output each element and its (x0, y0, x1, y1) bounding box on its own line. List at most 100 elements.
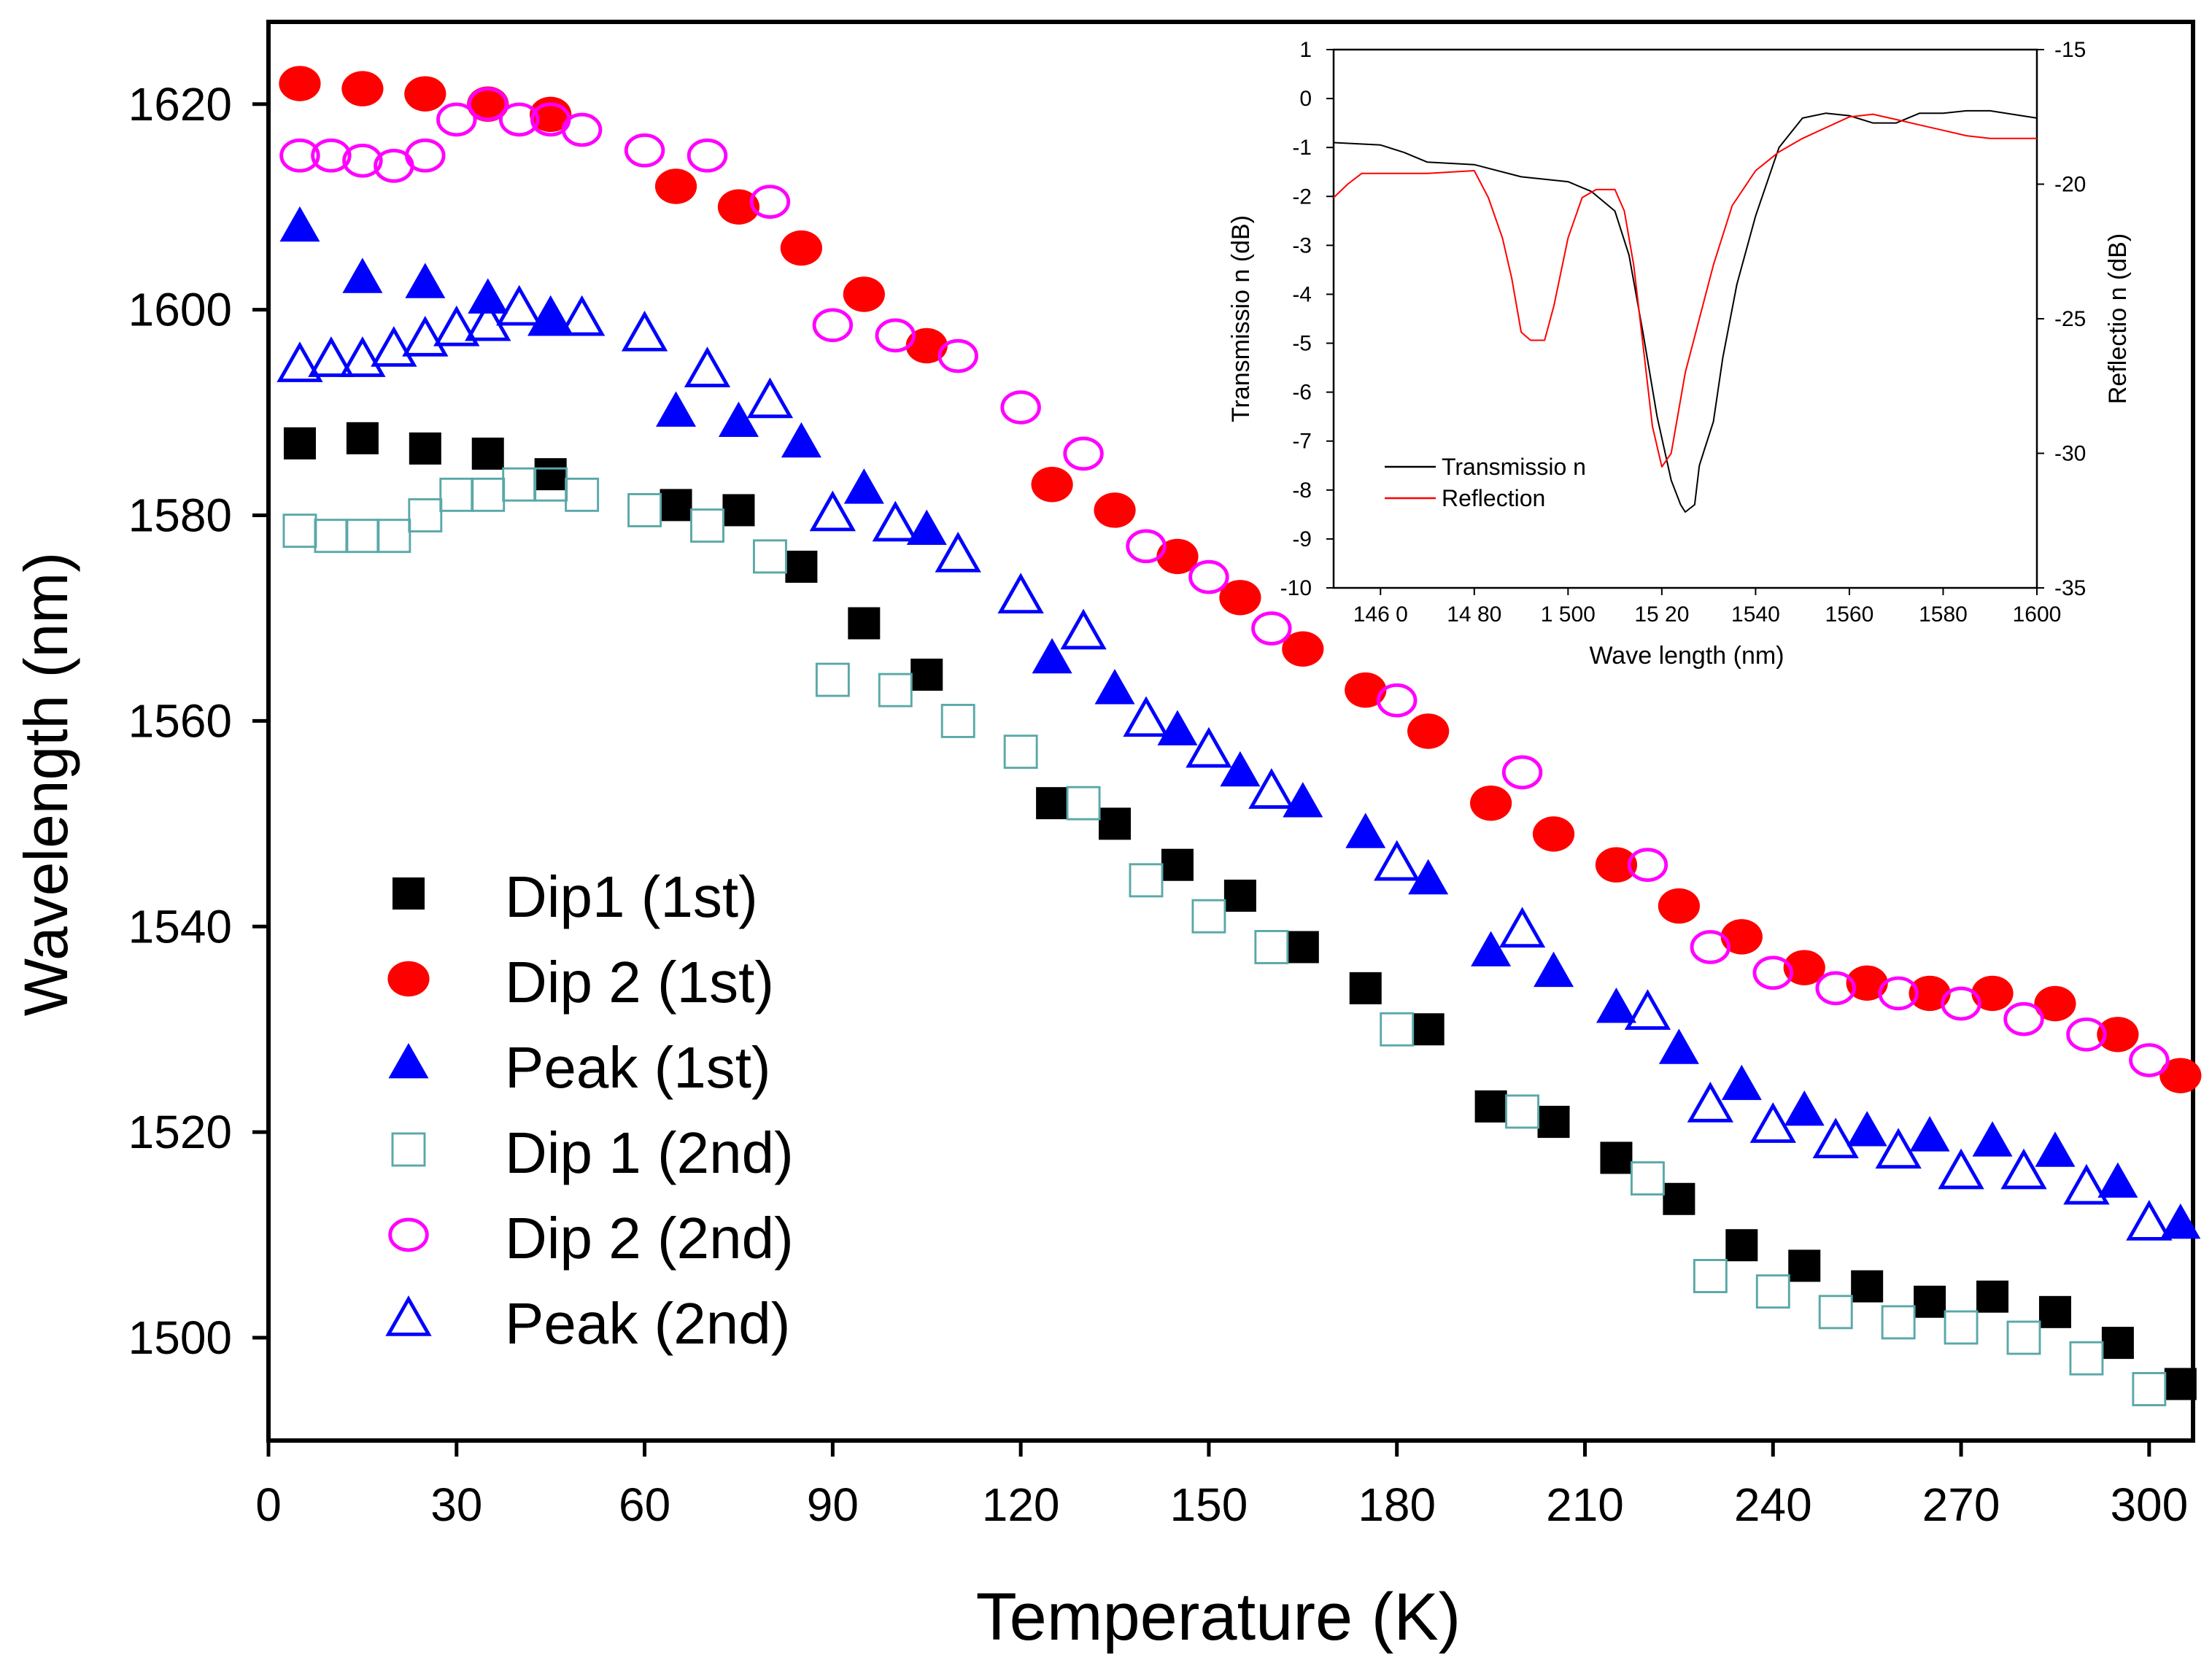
data-point-series-5 (561, 112, 603, 147)
data-point-series-1 (1223, 880, 1256, 912)
data-point-series-5 (405, 138, 446, 173)
data-point-series-1 (471, 437, 504, 470)
x-tick-label: 60 (619, 1478, 670, 1531)
inset-y2-tick-label: -15 (2054, 38, 2086, 62)
data-point-series-6 (1374, 840, 1420, 881)
data-point-series-6 (1060, 608, 1107, 650)
y-axis-label: Wavelength (nm) (12, 552, 80, 1016)
data-point-series-2 (905, 327, 948, 364)
data-point-series-3 (405, 263, 446, 298)
x-tick-label: 240 (1734, 1478, 1812, 1531)
inset-y-tick-label: -10 (1280, 576, 1312, 600)
data-point-series-3 (1784, 1090, 1825, 1126)
data-point-series-2 (1094, 492, 1136, 528)
legend: Dip1 (1st) Dip 2 (1st) Peak (1st) Dip 1 (2n… (385, 864, 794, 1356)
legend-label: Peak (1st) (505, 1035, 771, 1100)
data-point-series-4 (878, 672, 913, 708)
data-point-series-1 (660, 489, 692, 522)
data-point-series-4 (565, 477, 600, 512)
data-point-series-6 (496, 284, 543, 326)
data-point-series-6 (809, 490, 856, 532)
data-point-series-1 (1286, 931, 1319, 964)
data-point-series-1 (409, 432, 441, 465)
data-point-series-2 (1532, 816, 1575, 852)
inset-y-tick-label: -4 (1292, 282, 1312, 306)
data-point-series-5 (624, 133, 665, 168)
data-point-series-3 (2097, 1162, 2138, 1198)
data-point-series-1 (1349, 972, 1382, 1004)
data-point-series-2 (341, 71, 384, 106)
x-tick-label: 90 (807, 1478, 859, 1531)
data-point-series-4 (1755, 1274, 1790, 1309)
inset-y-tick-label: 1 (1299, 38, 1312, 62)
data-point-series-2 (1031, 467, 1073, 503)
data-point-series-6 (465, 300, 511, 341)
data-point-series-6 (1749, 1102, 1796, 1143)
main-plot: 0 30 60 90 120 150 180 210 240 270 300 1500 1520 1540… (128, 20, 2202, 1531)
y-tick-label: 1620 (128, 78, 232, 131)
inset-y-tick-label: -9 (1292, 527, 1312, 551)
data-point-series-6 (746, 377, 794, 419)
data-point-series-6 (872, 500, 919, 542)
data-point-series-5 (1376, 683, 1418, 718)
legend-marker (388, 1042, 429, 1079)
data-point-series-6 (2126, 1200, 2173, 1241)
data-point-series-5 (812, 308, 854, 343)
data-point-series-4 (1129, 863, 1164, 898)
data-point-series-6 (1938, 1148, 1984, 1190)
data-point-series-1 (1851, 1270, 1884, 1303)
data-point-series-6 (1123, 696, 1169, 737)
data-point-series-5 (2066, 1017, 2107, 1052)
data-point-series-4 (2006, 1320, 2041, 1355)
data-point-series-5 (687, 138, 728, 173)
data-point-series-4 (1380, 1012, 1415, 1047)
data-point-series-5 (1251, 611, 1292, 646)
data-point-series-5 (749, 185, 791, 219)
data-point-series-1 (1474, 1090, 1507, 1123)
legend-label: Dip 2 (1st) (505, 950, 774, 1015)
inset-frame (1332, 48, 2038, 589)
data-point-series-2 (717, 189, 760, 225)
data-point-series-4 (2069, 1341, 2104, 1376)
data-point-series-1 (1976, 1280, 2009, 1313)
data-point-series-6 (1875, 1128, 1922, 1169)
data-point-series-6 (684, 346, 731, 387)
data-point-series-2 (1971, 975, 2014, 1012)
data-point-series-3 (1220, 751, 1261, 787)
data-point-series-5 (1878, 976, 1919, 1011)
data-point-series-5 (1690, 930, 1731, 964)
legend-label: Peak (2nd) (505, 1291, 790, 1356)
data-point-series-2 (1720, 919, 1763, 955)
data-point-series-3 (1408, 858, 1449, 895)
inset-x-tick-label: 146 0 (1353, 602, 1408, 627)
data-point-series-5 (1752, 955, 1793, 991)
data-point-series-2 (1846, 965, 1888, 1001)
data-point-series-3 (1721, 1064, 1762, 1101)
data-point-series-3 (342, 257, 383, 293)
x-tick-label: 300 (2110, 1478, 2188, 1531)
data-point-series-6 (308, 336, 355, 377)
data-point-series-5 (498, 102, 540, 137)
data-point-series-1 (1788, 1249, 1821, 1282)
x-tick-label: 210 (1546, 1478, 1624, 1531)
inset-y2-axis-label: Reflectio n (dB) (2104, 233, 2132, 404)
data-point-series-1 (1663, 1182, 1695, 1215)
data-point-series-3 (1972, 1121, 2013, 1157)
inset-y-tick-label: 0 (1299, 87, 1312, 111)
data-point-series-1 (534, 458, 567, 491)
inset-y2-tick-label: -20 (2054, 173, 2086, 197)
data-point-series-5 (311, 138, 352, 173)
data-point-series-1 (1161, 848, 1194, 881)
data-point-series-4 (408, 498, 443, 532)
data-point-series-5 (875, 318, 916, 353)
inset-series-line-1 (1333, 109, 2038, 513)
data-point-series-3 (906, 509, 947, 546)
legend-marker (387, 961, 430, 997)
data-point-series-2 (1345, 672, 1387, 708)
data-point-series-6 (1498, 907, 1546, 948)
data-point-series-6 (1248, 768, 1295, 809)
data-point-series-6 (935, 531, 981, 573)
data-point-series-1 (346, 422, 379, 454)
y-tick-label: 1520 (128, 1106, 232, 1158)
